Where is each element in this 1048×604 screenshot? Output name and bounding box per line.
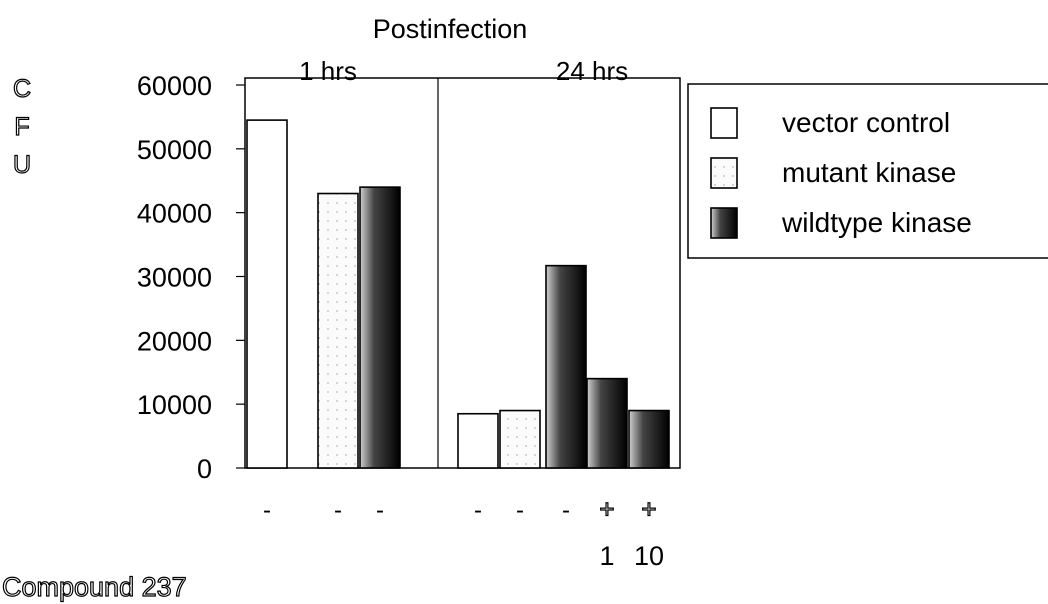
y-tick-label: 20000 [137, 326, 212, 356]
y-tick-label: 30000 [137, 263, 212, 293]
y-axis-label-letter: C [13, 75, 31, 103]
compound-sign: + [641, 494, 656, 524]
legend-label: vector control [782, 107, 950, 138]
y-tick-label: 10000 [137, 390, 212, 420]
compound-row: - - - - - - +1 +10 [263, 494, 664, 571]
compound-sign: - [562, 497, 570, 524]
chart-title: Postinfection [373, 14, 528, 44]
y-tick-label: 0 [197, 454, 212, 484]
legend-label: wildtype kinase [781, 207, 972, 238]
legend-swatch [711, 108, 737, 138]
y-tick-label: 60000 [137, 71, 212, 101]
legend-label: mutant kinase [782, 157, 956, 188]
compound-sign: - [334, 497, 342, 524]
y-tick-label: 40000 [137, 199, 212, 229]
panel-label: 24 hrs [556, 56, 628, 86]
bar-vector-control [247, 120, 287, 468]
compound-sign: - [376, 497, 384, 524]
bar-wildtype-kinase [546, 266, 586, 468]
y-axis-ticks: 0 10000 20000 30000 40000 50000 60000 [137, 71, 245, 484]
compound-sign: + [599, 494, 614, 524]
legend-swatch [711, 158, 737, 188]
dose-label: 10 [634, 541, 664, 571]
panel-labels: 1 hrs 24 hrs [299, 56, 628, 86]
compound-label: Compound 237 [2, 572, 187, 602]
legend: vector control mutant kinase wildtype kina… [688, 84, 1048, 258]
legend-swatch [711, 208, 737, 238]
compound-sign: - [516, 497, 524, 524]
bar-mutant-kinase [500, 411, 540, 468]
bar-wildtype-kinase [360, 187, 400, 468]
compound-sign: - [474, 497, 482, 524]
y-axis-label-letter: F [14, 113, 29, 141]
dose-label: 1 [599, 541, 614, 571]
bar-wildtype-kinase [629, 411, 669, 468]
compound-sign: - [263, 497, 271, 524]
bar-mutant-kinase [318, 194, 358, 468]
y-axis-label-letter: U [13, 151, 31, 179]
panel-label: 1 hrs [299, 56, 357, 86]
y-axis-label: CFU [13, 75, 31, 179]
bar-vector-control [458, 414, 498, 468]
y-tick-label: 50000 [137, 135, 212, 165]
bar-wildtype-kinase [587, 379, 627, 468]
bars [247, 120, 669, 468]
